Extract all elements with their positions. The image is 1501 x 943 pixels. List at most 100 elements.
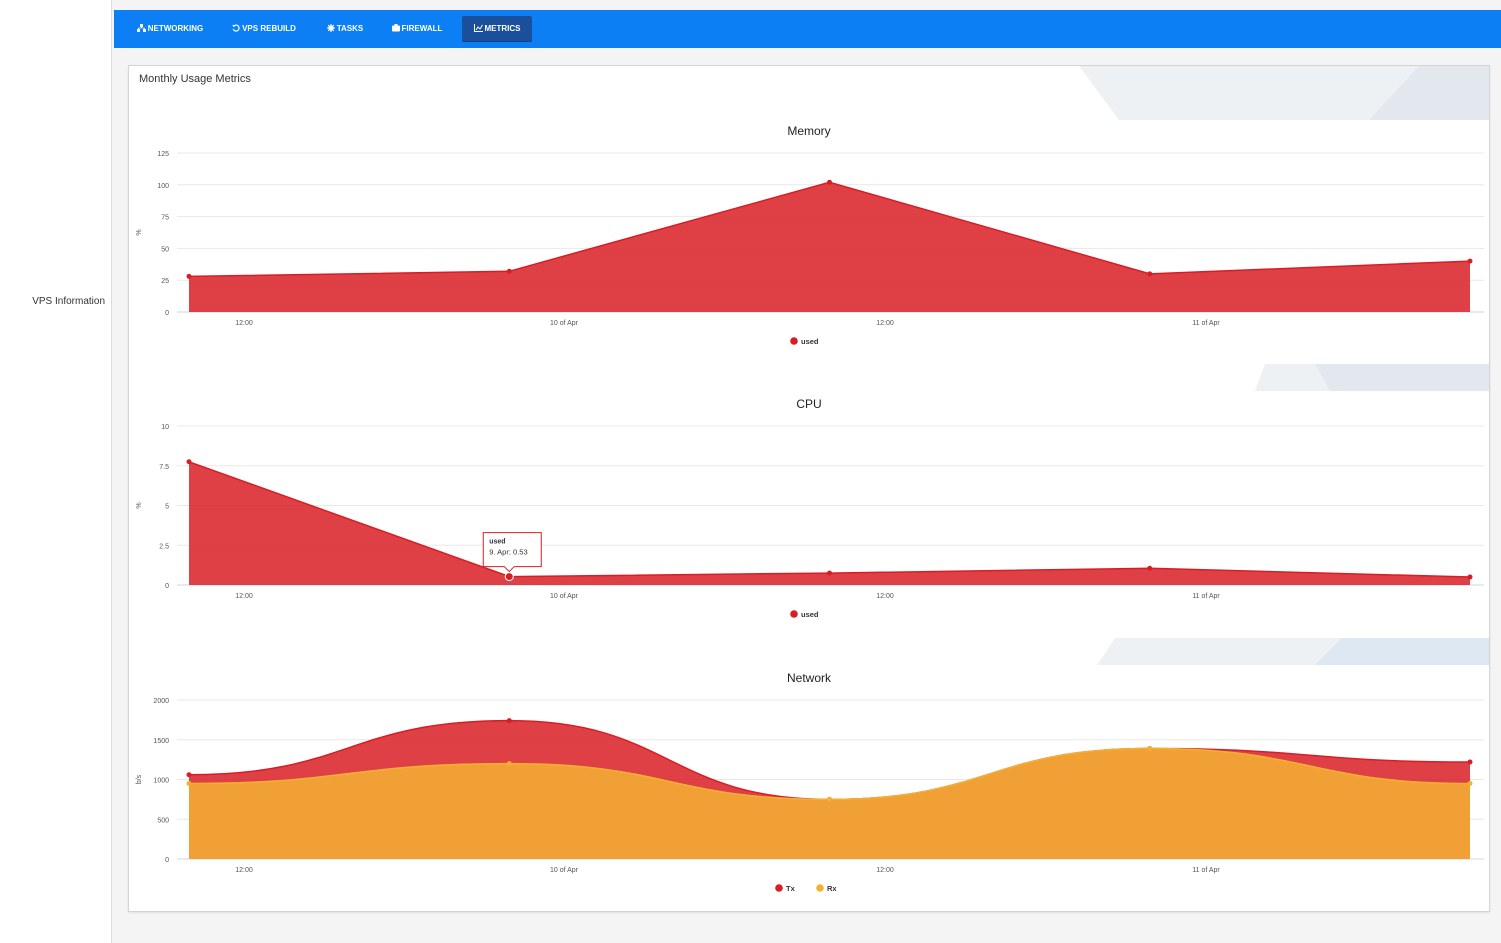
cpu-chart-svg: 0 2.5 5 7.5 10% 12:00 10 of Apr 12:00 11 of Apr u… xyxy=(136,424,1484,619)
y-tick-label: 500 xyxy=(157,817,169,824)
legend-label: used xyxy=(801,610,819,619)
y-tick-label: 125 xyxy=(157,151,169,158)
data-point xyxy=(506,268,512,274)
data-point xyxy=(1467,574,1473,580)
y-tick-label: 2.5 xyxy=(159,543,169,550)
tooltip-series: used xyxy=(489,539,505,546)
data-point xyxy=(827,796,832,802)
y-tick-label: 100 xyxy=(157,183,169,190)
x-tick-label: 10 of Apr xyxy=(550,867,579,874)
tab-networking[interactable]: NETWORKING xyxy=(125,16,215,42)
y-tick-label: 75 xyxy=(161,215,169,222)
data-point xyxy=(827,179,832,185)
header-decoration xyxy=(1097,638,1489,665)
x-tick-label: 11 of Apr xyxy=(1192,867,1220,874)
metrics-panel: Monthly Usage Metrics Memory 0 25 50 75 100 1… xyxy=(128,65,1490,912)
y-tick-label: 5 xyxy=(165,504,169,511)
gear-icon xyxy=(326,24,335,32)
network-chart-svg: 0 500 1000 1500 2000 b/s 12:00 10 of Apr 12:00 11… xyxy=(136,698,1484,893)
sidebar: VPS Information xyxy=(0,0,111,943)
legend-marker xyxy=(790,337,798,345)
tooltip-value: 9. Apr: 0.53 xyxy=(489,548,527,557)
y-tick-label: 0 xyxy=(165,583,169,590)
legend-label: used xyxy=(801,337,819,346)
tab-label: FIREWALL xyxy=(401,24,443,33)
data-point xyxy=(1467,759,1473,765)
x-tick-label: 12:00 xyxy=(235,867,253,874)
x-tick-label: 10 of Apr xyxy=(550,593,579,600)
data-point xyxy=(1147,565,1153,571)
data-point xyxy=(186,273,192,279)
legend-item-used: used xyxy=(790,337,819,346)
sidebar-item-vps-information[interactable]: VPS Information xyxy=(32,296,105,307)
data-point xyxy=(186,459,192,465)
y-tick-label: 25 xyxy=(161,278,169,285)
data-point xyxy=(1467,258,1473,264)
data-point xyxy=(827,570,832,576)
memory-chart-svg: 0 25 50 75 100 125% 12:00 10 of Apr 12:00 11 of A… xyxy=(136,151,1484,346)
y-tick-label: 0 xyxy=(165,857,169,864)
panel-title: Monthly Usage Metrics xyxy=(139,73,251,85)
legend-item-used: used xyxy=(790,610,819,619)
y-axis-label: b/s xyxy=(136,774,143,784)
legend-marker xyxy=(775,884,783,892)
chart-icon xyxy=(473,24,483,32)
main-content: NETWORKING VPS REBUILD TASKS FIREWALL ME… xyxy=(111,0,1501,943)
data-point xyxy=(1147,745,1153,751)
tab-tasks[interactable]: TASKS xyxy=(320,16,370,42)
x-tick-label: 11 of Apr xyxy=(1192,320,1220,327)
legend-marker xyxy=(790,610,798,618)
y-tick-label: 1000 xyxy=(153,778,169,785)
legend-label: Tx xyxy=(786,884,796,893)
header-decoration xyxy=(1255,364,1489,391)
y-tick-label: 1500 xyxy=(153,738,169,745)
y-axis-label: % xyxy=(136,229,143,235)
x-tick-label: 12:00 xyxy=(876,593,894,600)
chart-title: CPU xyxy=(796,397,822,411)
tab-label: TASKS xyxy=(336,24,364,33)
data-point xyxy=(506,761,512,767)
x-tick-label: 12:00 xyxy=(876,867,894,874)
tooltip: used 9. Apr: 0.53 xyxy=(482,532,542,573)
y-tick-label: 10 xyxy=(161,424,169,431)
chart-title: Memory xyxy=(787,124,831,138)
series-area-used xyxy=(189,461,1470,585)
firewall-icon xyxy=(391,24,400,32)
chart-title: Network xyxy=(786,671,831,685)
data-point xyxy=(1147,271,1153,277)
tab-label: VPS REBUILD xyxy=(242,24,296,33)
rebuild-icon xyxy=(232,24,240,32)
tooltip-marker xyxy=(504,572,514,582)
x-tick-label: 12:00 xyxy=(235,593,253,600)
header-decoration xyxy=(1079,66,1489,120)
data-point xyxy=(1467,780,1473,786)
cpu-chart: CPU 0 2.5 5 7.5 10% 12:00 10 of Apr 12:00 11 of … xyxy=(129,392,1489,632)
data-point xyxy=(186,772,192,778)
tab-label: NETWORKING xyxy=(147,24,204,33)
legend-label: Rx xyxy=(827,884,837,893)
memory-chart: Memory 0 25 50 75 100 125% 12:00 10 of Apr 12:00… xyxy=(129,119,1489,359)
x-tick-label: 11 of Apr xyxy=(1192,593,1220,600)
data-point xyxy=(186,780,192,786)
y-tick-label: 50 xyxy=(161,246,169,253)
tab-vps-rebuild[interactable]: VPS REBUILD xyxy=(223,16,305,42)
x-tick-label: 12:00 xyxy=(876,320,894,327)
series-area-used xyxy=(189,182,1470,312)
y-axis-label: % xyxy=(136,502,143,508)
legend-item-rx: Rx xyxy=(816,884,837,893)
x-tick-label: 12:00 xyxy=(235,320,253,327)
network-icon xyxy=(136,24,146,32)
data-point xyxy=(506,718,512,724)
legend-marker xyxy=(816,884,824,892)
x-tick-label: 10 of Apr xyxy=(550,320,579,327)
series-area-rx xyxy=(189,748,1470,859)
tab-firewall[interactable]: FIREWALL xyxy=(387,16,447,42)
y-tick-label: 2000 xyxy=(153,698,169,705)
legend-item-tx: Tx xyxy=(775,884,796,893)
y-tick-label: 7.5 xyxy=(159,464,169,471)
network-chart: Network 0 500 1000 1500 2000 b/s 12:00 10 of Ap… xyxy=(129,666,1489,906)
tab-metrics[interactable]: METRICS xyxy=(462,16,532,42)
tab-label: METRICS xyxy=(484,24,521,33)
y-tick-label: 0 xyxy=(165,310,169,317)
tooltip-box xyxy=(482,532,542,573)
